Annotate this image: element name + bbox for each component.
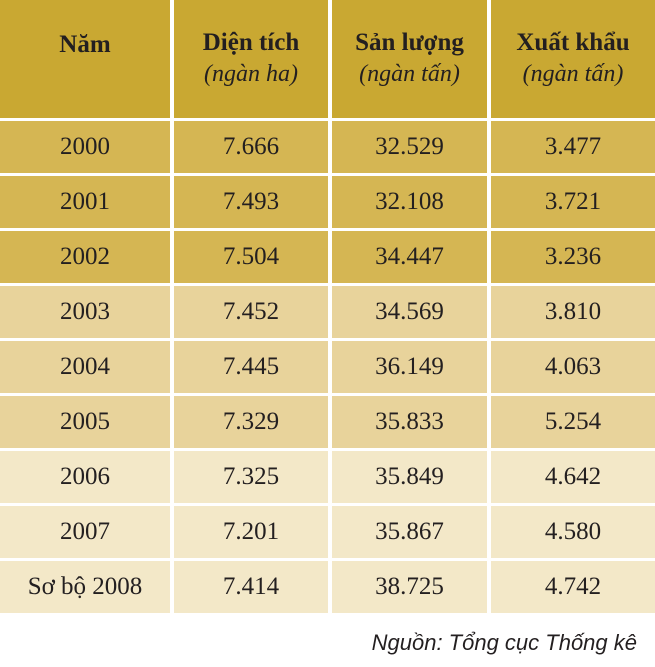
cell-area: 7.452: [222, 298, 280, 325]
table-row: 2003 7.452 34.569 3.810: [0, 286, 655, 338]
column-divider: [487, 506, 491, 558]
cell-area: 7.666: [222, 133, 280, 160]
column-divider: [487, 231, 491, 283]
cell-year: 2000: [60, 133, 110, 160]
cell-output: 34.569: [375, 298, 444, 325]
cell-area: 7.445: [222, 353, 280, 380]
header-output: Sản lượng (ngàn tấn): [332, 0, 487, 118]
header-year: Năm: [0, 0, 170, 118]
column-divider: [487, 396, 491, 448]
cell-export: 3.236: [544, 243, 602, 270]
cell-area: 7.504: [222, 243, 280, 270]
column-divider: [328, 451, 332, 503]
cell-year: 2004: [60, 353, 110, 380]
header-output-title: Sản lượng: [355, 29, 464, 56]
column-divider: [170, 506, 174, 558]
column-divider: [487, 341, 491, 393]
header-export: Xuất khẩu (ngàn tấn): [491, 0, 655, 118]
column-divider: [487, 176, 491, 228]
table-row: 2007 7.201 35.867 4.580: [0, 506, 655, 558]
cell-export: 3.810: [544, 298, 602, 325]
column-divider: [170, 176, 174, 228]
cell-export: 4.063: [544, 353, 602, 380]
cell-output: 38.725: [375, 573, 444, 600]
cell-output: 36.149: [375, 353, 444, 380]
table-row: 2005 7.329 35.833 5.254: [0, 396, 655, 448]
column-divider: [170, 286, 174, 338]
column-divider: [328, 231, 332, 283]
table-row: 2000 7.666 32.529 3.477: [0, 121, 655, 173]
table-row: Sơ bộ 2008 7.414 38.725 4.742: [0, 561, 655, 613]
column-divider: [170, 561, 174, 613]
column-divider: [328, 561, 332, 613]
header-year-title: Năm: [59, 31, 111, 58]
cell-year: 2003: [60, 298, 110, 325]
header-divider: [487, 0, 491, 118]
column-divider: [170, 231, 174, 283]
column-divider: [170, 451, 174, 503]
header-divider: [328, 0, 332, 118]
column-divider: [328, 121, 332, 173]
column-divider: [170, 396, 174, 448]
cell-export: 4.580: [544, 518, 602, 545]
cell-output: 35.867: [375, 518, 444, 545]
column-divider: [328, 396, 332, 448]
cell-year: 2006: [60, 463, 110, 490]
column-divider: [328, 506, 332, 558]
cell-output: 34.447: [375, 243, 444, 270]
cell-export: 3.477: [544, 133, 602, 160]
column-divider: [487, 121, 491, 173]
source-note: Nguồn: Tổng cục Thống kê: [371, 630, 637, 655]
column-divider: [328, 176, 332, 228]
column-divider: [487, 286, 491, 338]
column-divider: [328, 341, 332, 393]
cell-export: 3.721: [544, 188, 602, 215]
table-row: 2002 7.504 34.447 3.236: [0, 231, 655, 283]
cell-output: 32.529: [375, 133, 444, 160]
header-export-unit: (ngàn tấn): [522, 61, 624, 87]
cell-area: 7.329: [222, 408, 280, 435]
column-divider: [170, 121, 174, 173]
cell-area: 7.414: [222, 573, 280, 600]
header-area: Diện tích (ngàn ha): [174, 0, 328, 118]
cell-export: 5.254: [544, 408, 602, 435]
column-divider: [487, 561, 491, 613]
table-row: 2004 7.445 36.149 4.063: [0, 341, 655, 393]
cell-area: 7.325: [222, 463, 280, 490]
cell-year: Sơ bộ 2008: [27, 573, 143, 600]
cell-output: 35.849: [375, 463, 444, 490]
table-row: 2006 7.325 35.849 4.642: [0, 451, 655, 503]
cell-area: 7.201: [222, 518, 280, 545]
header-export-title: Xuất khẩu: [516, 29, 630, 56]
cell-year: 2007: [60, 518, 110, 545]
column-divider: [170, 341, 174, 393]
cell-year: 2005: [60, 408, 110, 435]
header-divider: [170, 0, 174, 118]
table-header: Năm Diện tích (ngàn ha) Sản lượng (ngàn …: [0, 0, 655, 118]
cell-export: 4.642: [544, 463, 602, 490]
cell-area: 7.493: [222, 188, 280, 215]
column-divider: [487, 451, 491, 503]
cell-output: 32.108: [375, 188, 444, 215]
header-area-title: Diện tích: [202, 29, 300, 56]
cell-output: 35.833: [375, 408, 444, 435]
cell-export: 4.742: [544, 573, 602, 600]
table-row: 2001 7.493 32.108 3.721: [0, 176, 655, 228]
cell-year: 2002: [60, 243, 110, 270]
header-output-unit: (ngàn tấn): [359, 61, 460, 87]
cell-year: 2001: [60, 188, 110, 215]
header-area-unit: (ngàn ha): [204, 61, 298, 87]
column-divider: [328, 286, 332, 338]
